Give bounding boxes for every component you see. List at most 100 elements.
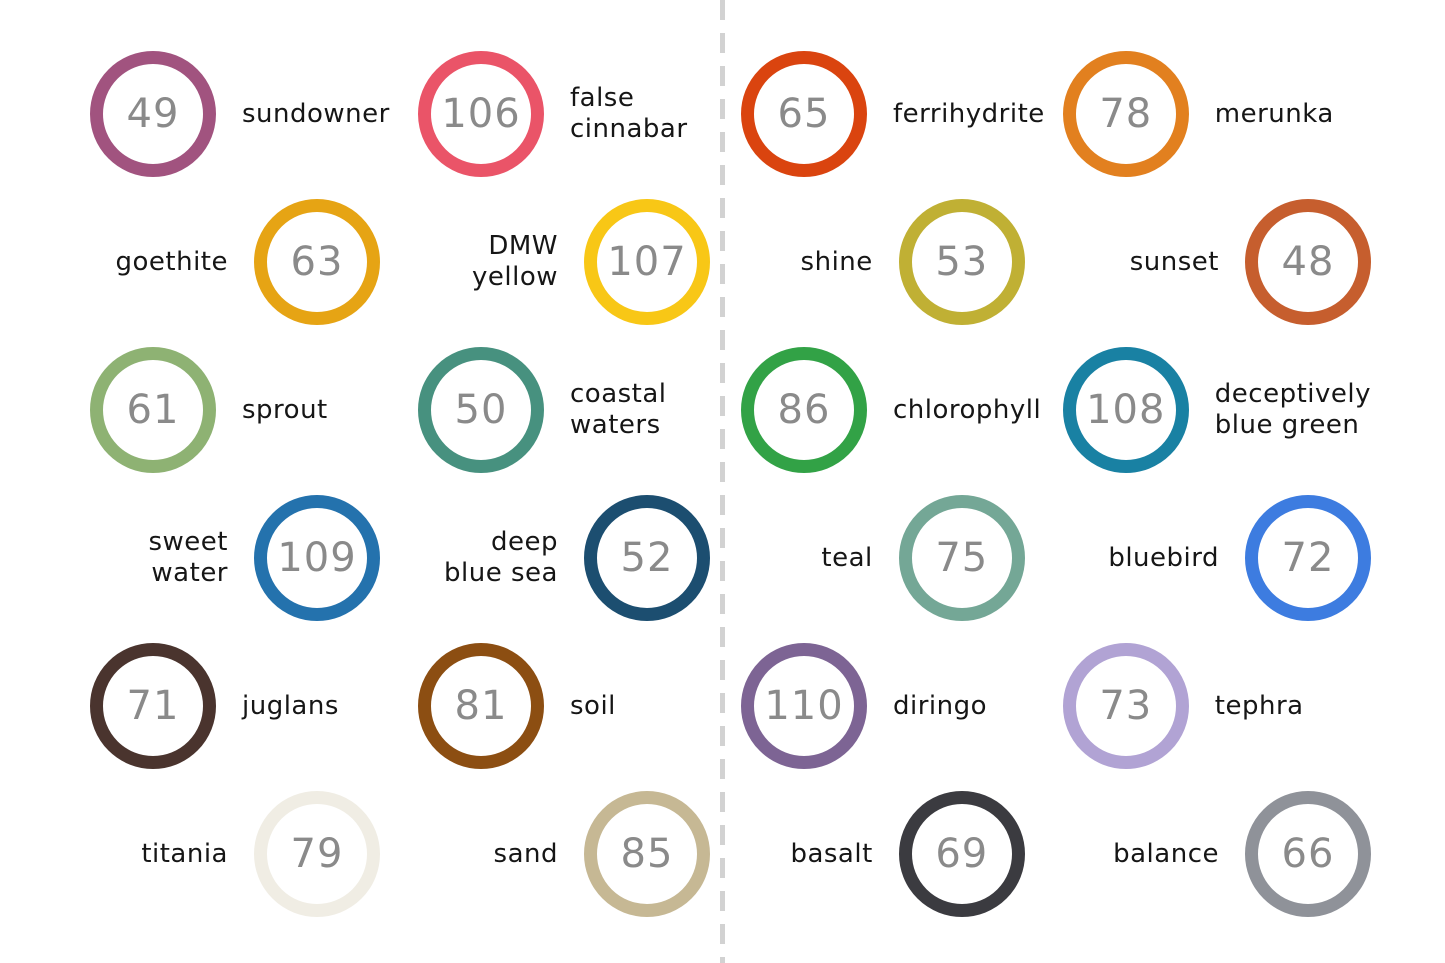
swatch-number: 66 [1281,831,1335,877]
swatch-number: 50 [454,387,508,433]
swatch-number: 107 [607,239,687,285]
swatch-number: 71 [126,683,180,729]
swatch-label: goethite [115,246,228,277]
swatch-label: coastal waters [570,379,667,440]
swatch-label: DMW yellow [471,231,558,292]
swatch-ring-titania: 79 [254,791,380,917]
swatch-label: chlorophyll [893,394,1042,425]
swatch-cell-titania: 79 titania [90,780,400,928]
swatch-cell-deep-blue-sea: 52 deep blue sea [400,484,710,632]
swatch-cell-ferrihydrite: 65 ferrihydrite [741,40,1045,188]
palette-right-half: 65 ferrihydrite 78 merunka 53 shine 48 s… [741,40,1371,928]
swatch-ring-dmw-yellow: 107 [584,199,710,325]
swatch-label: ferrihydrite [893,98,1045,129]
dashed-divider [720,0,725,963]
swatch-number: 110 [764,683,844,729]
swatch-cell-false-cinnabar: 106 false cinnabar [400,40,710,188]
swatch-ring-deep-blue-sea: 52 [584,495,710,621]
swatch-ring-chlorophyll: 86 [741,347,867,473]
palette-left-half: 49 sundowner 106 false cinnabar 63 goeth… [90,40,710,928]
swatch-cell-tephra: 73 tephra [1045,632,1371,780]
swatch-ring-bluebird: 72 [1245,495,1371,621]
swatch-label: sweet water [148,527,228,588]
swatch-number: 86 [777,387,831,433]
swatch-number: 73 [1099,683,1153,729]
swatch-cell-sand: 85 sand [400,780,710,928]
swatch-label: balance [1113,838,1219,869]
swatch-label: merunka [1214,98,1334,129]
swatch-cell-basalt: 69 basalt [741,780,1045,928]
swatch-ring-merunka: 78 [1062,51,1189,177]
swatch-label: basalt [790,838,873,869]
swatch-label: tephra [1214,690,1304,721]
swatch-label: sunset [1129,246,1219,277]
swatch-label: juglans [242,690,339,721]
swatch-cell-dmw-yellow: 107 DMW yellow [400,188,710,336]
swatch-ring-deceptively-blue-green: 108 [1062,347,1189,473]
swatch-number: 53 [935,239,989,285]
swatch-ring-tephra: 73 [1062,643,1189,769]
swatch-number: 52 [620,535,674,581]
swatch-number: 78 [1099,91,1153,137]
swatch-number: 49 [126,91,180,137]
swatch-ring-soil: 81 [418,643,544,769]
swatch-label: false cinnabar [570,83,688,144]
swatch-cell-goethite: 63 goethite [90,188,400,336]
swatch-cell-soil: 81 soil [400,632,710,780]
swatch-ring-sand: 85 [584,791,710,917]
swatch-cell-chlorophyll: 86 chlorophyll [741,336,1045,484]
swatch-number: 108 [1086,387,1166,433]
swatch-label: sand [493,838,558,869]
swatch-label: deep blue sea [444,527,558,588]
swatch-cell-juglans: 71 juglans [90,632,400,780]
swatch-ring-sundowner: 49 [90,51,216,177]
swatch-ring-basalt: 69 [898,791,1025,917]
swatch-number: 61 [126,387,180,433]
swatch-number: 109 [277,535,357,581]
swatch-ring-sweet-water: 109 [254,495,380,621]
swatch-number: 72 [1281,535,1335,581]
swatch-ring-teal: 75 [898,495,1025,621]
swatch-number: 106 [441,91,521,137]
swatch-cell-sunset: 48 sunset [1045,188,1371,336]
swatch-ring-coastal-waters: 50 [418,347,544,473]
swatch-label: shine [800,246,873,277]
swatch-label: sprout [242,394,328,425]
swatch-number: 65 [777,91,831,137]
swatch-number: 81 [454,683,508,729]
swatch-ring-sprout: 61 [90,347,216,473]
swatch-ring-shine: 53 [898,199,1025,325]
swatch-cell-merunka: 78 merunka [1045,40,1371,188]
swatch-ring-ferrihydrite: 65 [741,51,867,177]
swatch-label: sundowner [242,98,390,129]
swatch-cell-deceptively-blue-green: 108 deceptively blue green [1045,336,1371,484]
swatch-label: deceptively blue green [1214,379,1371,440]
swatch-cell-teal: 75 teal [741,484,1045,632]
swatch-number: 48 [1281,239,1335,285]
swatch-number: 69 [935,831,989,877]
swatch-cell-sprout: 61 sprout [90,336,400,484]
swatch-label: titania [141,838,228,869]
swatch-number: 75 [935,535,989,581]
swatch-ring-goethite: 63 [254,199,380,325]
swatch-cell-shine: 53 shine [741,188,1045,336]
swatch-ring-balance: 66 [1245,791,1371,917]
swatch-ring-sunset: 48 [1245,199,1371,325]
swatch-label: teal [821,542,873,573]
swatch-number: 79 [290,831,344,877]
swatch-cell-balance: 66 balance [1045,780,1371,928]
swatch-label: diringo [893,690,988,721]
swatch-ring-juglans: 71 [90,643,216,769]
swatch-ring-diringo: 110 [741,643,867,769]
swatch-ring-false-cinnabar: 106 [418,51,544,177]
swatch-cell-coastal-waters: 50 coastal waters [400,336,710,484]
swatch-label: bluebird [1108,542,1219,573]
swatch-cell-sweet-water: 109 sweet water [90,484,400,632]
swatch-cell-diringo: 110 diringo [741,632,1045,780]
swatch-cell-sundowner: 49 sundowner [90,40,400,188]
swatch-label: soil [570,690,616,721]
swatch-number: 85 [620,831,674,877]
swatch-number: 63 [290,239,344,285]
swatch-cell-bluebird: 72 bluebird [1045,484,1371,632]
